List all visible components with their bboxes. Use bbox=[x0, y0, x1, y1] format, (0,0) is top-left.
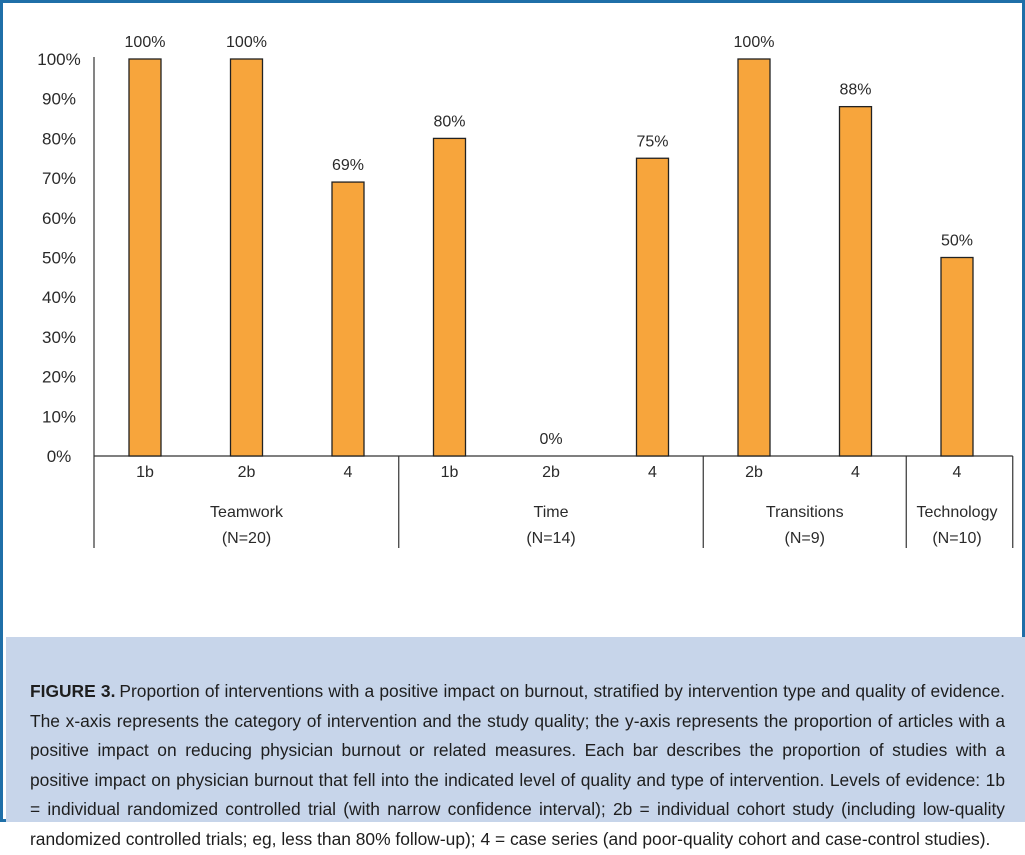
y-tick-label: 30% bbox=[42, 328, 76, 347]
x-tick-label: 4 bbox=[344, 464, 353, 481]
y-tick-label: 40% bbox=[42, 288, 76, 307]
bar bbox=[229, 58, 264, 457]
bar bbox=[737, 58, 771, 457]
data-label: 100% bbox=[226, 34, 267, 51]
data-label: 88% bbox=[839, 82, 871, 99]
data-label: 80% bbox=[433, 113, 465, 130]
x-tick-label: 4 bbox=[648, 464, 657, 481]
group-label: Time bbox=[534, 504, 569, 521]
bar bbox=[432, 137, 467, 457]
bar bbox=[128, 58, 162, 457]
y-tick-label: 20% bbox=[42, 368, 76, 387]
group-count-label: (N=20) bbox=[222, 530, 271, 547]
x-tick-label: 1b bbox=[441, 464, 459, 481]
data-label: 0% bbox=[539, 431, 562, 448]
x-tick-label: 4 bbox=[851, 464, 860, 481]
y-tick-label: 100% bbox=[37, 50, 80, 69]
caption-box: FIGURE 3. Proportion of interventions wit… bbox=[6, 637, 1025, 849]
y-tick-label: 90% bbox=[42, 90, 76, 109]
bar bbox=[331, 181, 365, 457]
caption-lead: FIGURE 3. bbox=[30, 681, 116, 701]
bar bbox=[940, 256, 974, 457]
group-count-label: (N=10) bbox=[932, 530, 981, 547]
x-tick-label: 2b bbox=[745, 464, 763, 481]
data-label: 100% bbox=[125, 34, 166, 51]
group-label: Transitions bbox=[766, 504, 844, 521]
group-label: Teamwork bbox=[210, 504, 284, 521]
figure-caption: FIGURE 3. Proportion of interventions wit… bbox=[30, 677, 1005, 855]
group-label: Technology bbox=[917, 504, 998, 521]
data-label: 100% bbox=[734, 34, 775, 51]
y-tick-label: 0% bbox=[47, 447, 72, 466]
x-tick-label: 2b bbox=[542, 464, 560, 481]
y-tick-label: 60% bbox=[42, 209, 76, 228]
data-label: 50% bbox=[941, 233, 973, 250]
caption-text: Proportion of interventions with a posit… bbox=[30, 681, 1005, 849]
data-label: 75% bbox=[636, 133, 668, 150]
group-count-label: (N=9) bbox=[785, 530, 825, 547]
bar bbox=[838, 105, 873, 457]
bar bbox=[635, 157, 670, 457]
data-label: 69% bbox=[332, 157, 364, 174]
bar-chart: 0%10%20%30%40%50%60%70%80%90%100%100%1b1… bbox=[37, 34, 1014, 548]
x-tick-label: 2b bbox=[238, 464, 256, 481]
x-tick-label: 4 bbox=[953, 464, 962, 481]
y-tick-label: 50% bbox=[42, 249, 76, 268]
y-tick-label: 80% bbox=[42, 129, 76, 148]
y-tick-label: 70% bbox=[42, 169, 76, 188]
y-tick-label: 10% bbox=[42, 407, 76, 426]
x-tick-label: 1b bbox=[136, 464, 154, 481]
group-count-label: (N=14) bbox=[526, 530, 575, 547]
